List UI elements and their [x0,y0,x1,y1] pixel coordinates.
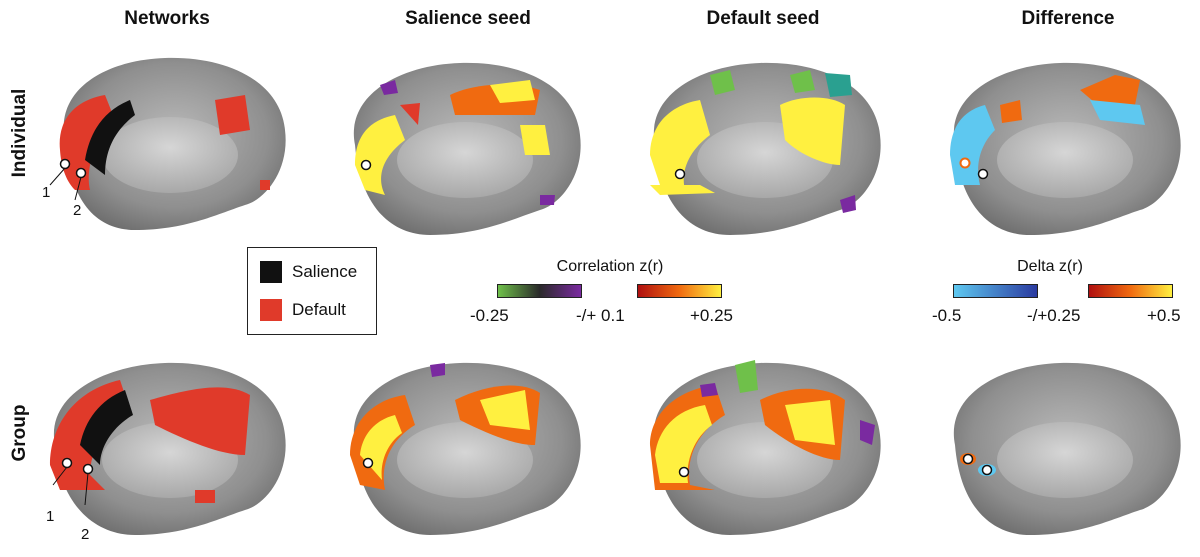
legend-swatch-default [260,299,282,321]
correlation-tick-positive-max: +0.25 [690,306,734,325]
seed-marker-2 [75,167,87,179]
row-label-group: Group [9,404,30,462]
brain-networks-individual [49,57,286,230]
legend-item-salience: Salience [260,261,357,283]
correlation-colorbar-positive [637,284,722,298]
correlation-colorbar-title: Correlation z(r) [556,258,664,275]
brain-networks-group [50,362,286,535]
legend-item-default: Default [260,299,346,321]
brain-default-seed-group [650,360,881,535]
delta-colorbar-positive [1088,284,1173,298]
correlation-tick-negative-min: -0.25 [470,306,509,325]
seed-marker-1 [59,158,71,170]
legend-label-salience: Salience [292,262,358,281]
column-title-difference: Difference [1021,8,1115,29]
column-title-networks: Networks [124,8,210,29]
brain-difference-group [953,362,1181,535]
delta-tick-positive-max: +0.5 [1147,306,1181,325]
brain-difference-individual [950,62,1181,235]
brain-salience-seed-individual [353,62,581,235]
legend-swatch-salience [260,261,282,283]
delta-tick-threshold: -/+0.25 [1027,306,1081,325]
seed-label-1-individual: 1 [42,184,51,201]
correlation-tick-threshold: -/+ 0.1 [576,306,625,325]
legend-label-default: Default [292,300,346,319]
column-title-salience-seed: Salience seed [405,8,531,29]
seed-label-1-group: 1 [46,508,55,525]
row-label-individual: Individual [9,88,30,178]
delta-colorbar-negative [953,284,1038,298]
column-title-default-seed: Default seed [706,8,820,29]
delta-tick-negative-min: -0.5 [932,306,962,325]
network-legend: Salience Default [247,247,377,335]
seed-label-2-individual: 2 [73,202,82,219]
brain-default-seed-individual [650,62,881,235]
brain-salience-seed-group [350,362,581,535]
delta-colorbar-title: Delta z(r) [1017,258,1083,275]
correlation-colorbar-negative [497,284,582,298]
seed-label-2-group: 2 [81,526,90,543]
